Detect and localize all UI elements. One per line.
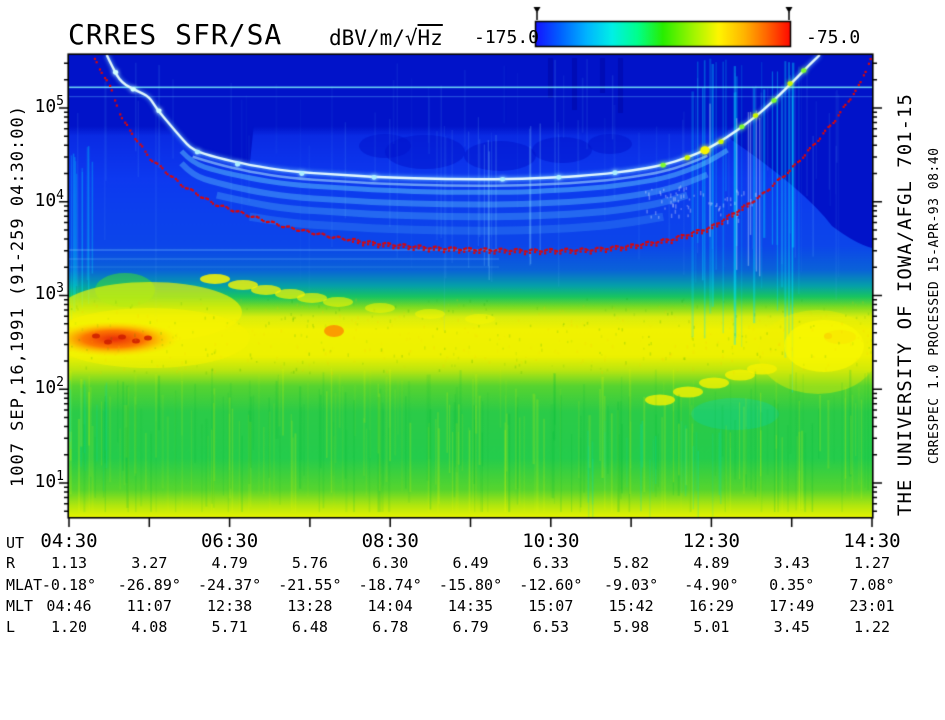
ephemeris-cell: 6.48 [291, 618, 328, 636]
ephemeris-cell: 12:38 [207, 597, 253, 615]
ephemeris-cell: 6.53 [532, 618, 569, 636]
ephemeris-cell: -12.60° [519, 576, 583, 594]
ephemeris-cell: 15:42 [608, 597, 654, 615]
y-tick-label: 104 [34, 187, 64, 211]
ephemeris-cell: 5.98 [613, 618, 650, 636]
ephemeris-cell: 6.49 [452, 554, 489, 572]
ephemeris-cell: 11:07 [126, 597, 172, 615]
ephemeris-cell: 14:35 [447, 597, 494, 615]
ephemeris-cell: 6.79 [452, 618, 489, 636]
institution-label: THE UNIVERSITY OF IOWA/AFGL 701-15 [894, 93, 916, 516]
ephemeris-cell: 6.33 [532, 554, 569, 572]
y-tick-label: 105 [34, 93, 64, 117]
row-label-mlt: MLT [6, 597, 34, 615]
ephemeris-cell: -26.89° [117, 576, 181, 594]
processing-label: CRRESPEC 1.0 PROCESSED 15-APR-93 08:40 [927, 147, 942, 464]
ephemeris-cell: 3.45 [773, 618, 810, 636]
ephemeris-cell: 06:30 [200, 530, 259, 552]
colorbar-max-label: -75.0 [806, 27, 861, 48]
ephemeris-cell: 5.76 [291, 554, 328, 572]
ephemeris-cell: 5.82 [613, 554, 650, 572]
ephemeris-cell: 23:01 [849, 597, 895, 615]
units-prefix: dBV/m/ [329, 26, 405, 50]
colorbar-units-label: dBV/m/√Hz [329, 26, 443, 50]
ephemeris-cell: 16:29 [688, 597, 734, 615]
ephemeris-cell: 14:04 [367, 597, 413, 615]
ephemeris-cell: 10:30 [522, 530, 580, 552]
ephemeris-cell: 4.79 [211, 554, 248, 572]
y-tick-label: 103 [34, 281, 64, 305]
ephemeris-cell: 13:28 [287, 597, 333, 615]
y-tick-label: 102 [34, 375, 64, 399]
ephemeris-cell: -4.90° [684, 576, 739, 594]
colorbar-min-label: -175.0 [474, 27, 540, 48]
row-label-l: L [6, 618, 16, 636]
ephemeris-cell: -18.74° [358, 576, 422, 594]
ephemeris-cell: 04:30 [40, 530, 98, 552]
row-label-r: R [6, 554, 16, 572]
y-tick-label: 101 [34, 468, 64, 492]
ephemeris-cell: 1.13 [50, 554, 88, 572]
ephemeris-cell: 3.27 [131, 554, 168, 572]
ephemeris-cell: 4.08 [131, 618, 168, 636]
ephemeris-cell: -15.80° [438, 576, 503, 594]
ephemeris-cell: 12:30 [682, 530, 740, 552]
ephemeris-cell: 3.43 [773, 554, 810, 572]
ephemeris-cell: 0.35° [769, 576, 815, 594]
ephemeris-cell: 1.20 [50, 618, 88, 636]
chart-title: CRRES SFR/SA [68, 18, 283, 51]
ephemeris-cell: 4.89 [693, 554, 730, 572]
ephemeris-cell: 6.78 [372, 618, 409, 636]
ephemeris-cell: 15:07 [528, 597, 574, 615]
ephemeris-cell: -21.55° [278, 576, 342, 594]
ephemeris-cell: -24.37° [197, 576, 262, 594]
ephemeris-cell: 14:30 [843, 530, 901, 552]
ephemeris-cell: -9.03° [604, 576, 659, 594]
ephemeris-cell: 1.22 [853, 618, 891, 636]
radical-sign: √ [404, 26, 418, 50]
ephemeris-cell: 08:30 [361, 530, 419, 552]
ephemeris-cell: 04:46 [46, 597, 92, 615]
ephemeris-cell: 1.27 [853, 554, 891, 572]
ephemeris-cell: -0.18° [41, 576, 97, 594]
ephemeris-cell: 5.71 [211, 618, 248, 636]
units-sqrt-hz: Hz [417, 26, 443, 50]
ephemeris-cell: 17:49 [769, 597, 815, 615]
ephemeris-cell: 7.08° [849, 576, 895, 594]
ephemeris-cell: 5.01 [693, 618, 730, 636]
row-label-mlat: MLAT [6, 576, 43, 594]
ephemeris-cell: 6.30 [372, 554, 409, 572]
row-label-ut: UT [6, 534, 25, 552]
